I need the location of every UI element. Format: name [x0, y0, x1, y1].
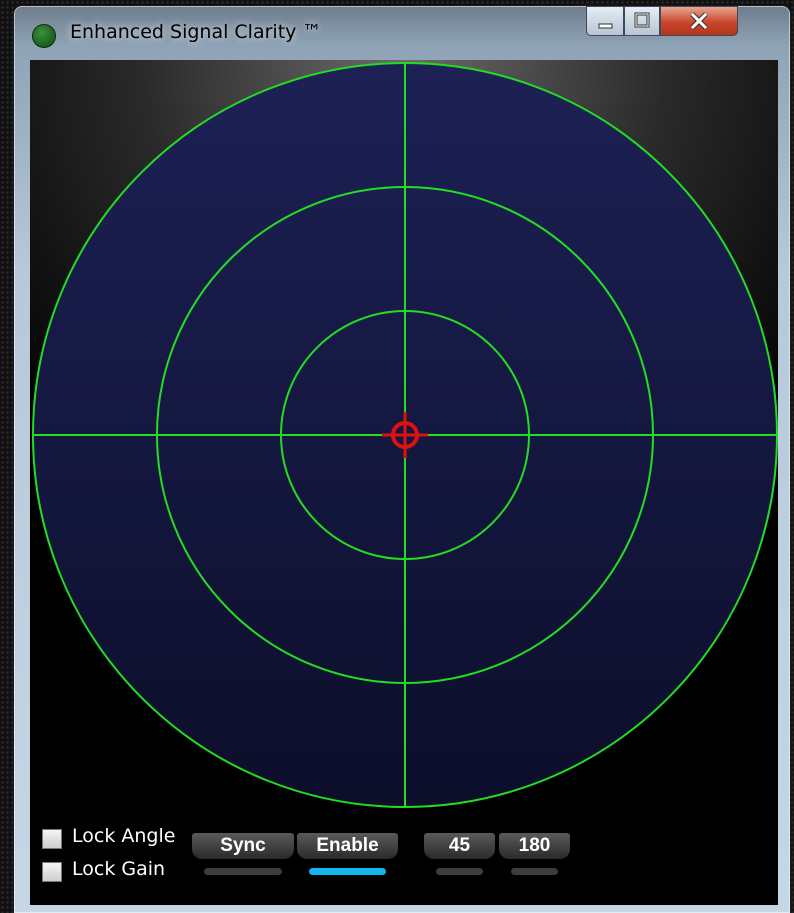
button-indicator [309, 868, 386, 875]
button[interactable]: Enable [297, 833, 398, 859]
button-indicator [436, 868, 483, 875]
window-title: Enhanced Signal Clarity ™ [70, 21, 322, 43]
button-indicator [511, 868, 558, 875]
radar [30, 60, 778, 820]
close-button[interactable] [660, 6, 738, 36]
crosshair [382, 412, 428, 458]
button-indicator [204, 868, 282, 875]
button[interactable]: Sync [192, 833, 294, 859]
button[interactable]: 180 [499, 833, 570, 859]
minimize-button[interactable] [586, 6, 624, 36]
minimize-icon [598, 23, 613, 29]
app-icon [32, 24, 56, 48]
checkbox[interactable] [42, 829, 62, 849]
client-area: Lock Angle Lock Gain Sync Enable 45 180 [30, 60, 778, 905]
checkbox-label[interactable]: Lock Angle [72, 825, 176, 847]
maximize-icon [634, 12, 650, 28]
checkbox-label[interactable]: Lock Gain [72, 858, 166, 880]
button[interactable]: 45 [424, 833, 495, 859]
maximize-button[interactable] [624, 6, 660, 36]
close-icon [690, 12, 708, 30]
checkbox[interactable] [42, 862, 62, 882]
